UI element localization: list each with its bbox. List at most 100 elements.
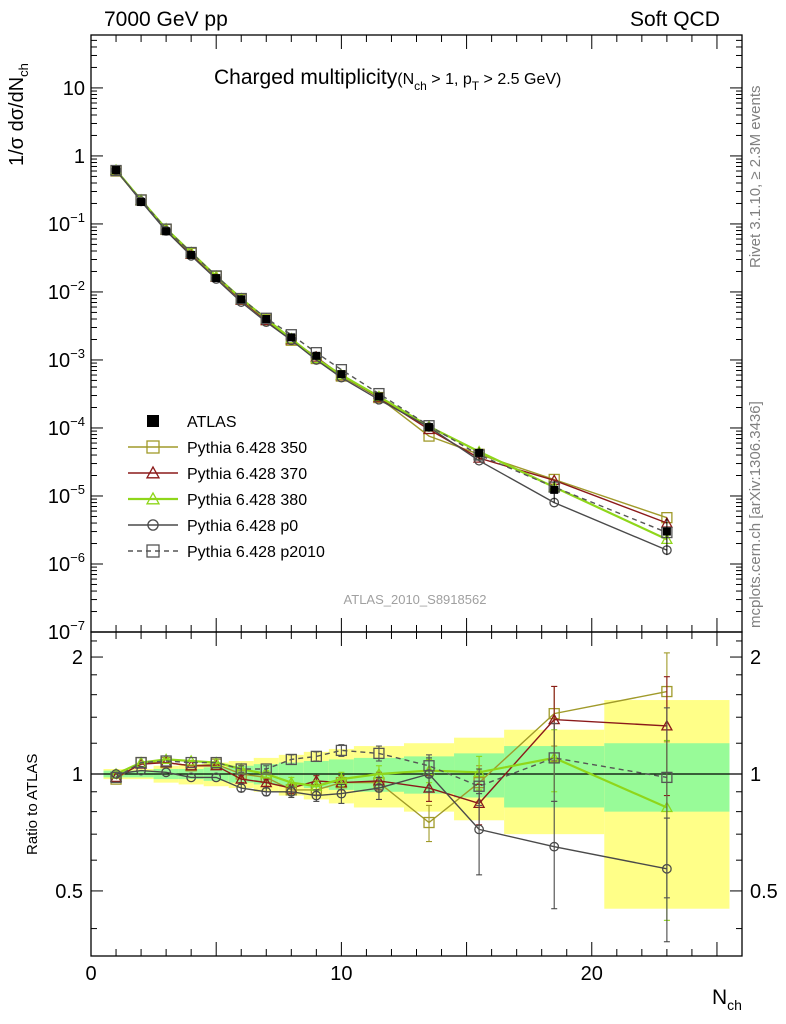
ratio-series-point	[235, 763, 247, 775]
energy-label: 7000 GeV pp	[104, 8, 228, 31]
data-point	[262, 315, 271, 324]
data-point	[287, 333, 296, 342]
main-frame	[90, 34, 743, 633]
ratio-series-point	[210, 756, 222, 769]
ratio-y-tick-label: 1	[72, 764, 83, 786]
legend-marker	[146, 440, 160, 454]
tick-exponent: −6	[70, 550, 85, 565]
ratio-series-point	[111, 769, 121, 779]
tick-exponent: −5	[70, 482, 85, 497]
main-y-tick-label: 10−3	[48, 346, 85, 372]
ratio-y-axis-label: Ratio to ATLAS	[24, 753, 41, 855]
ratio-series-point	[185, 756, 197, 769]
ratio-series-point	[136, 765, 146, 776]
ratio-y-tick-label-right: 0.5	[750, 881, 778, 903]
data-point	[312, 351, 321, 360]
tick-exponent: −3	[70, 346, 85, 361]
tick-base: 10	[48, 282, 70, 304]
tick-base: 10	[48, 554, 70, 576]
ratio-series-point	[661, 771, 673, 784]
data-point	[137, 198, 146, 207]
ratio-series-point	[161, 767, 172, 778]
ratio-series-point	[335, 744, 348, 757]
ratio-series-point	[311, 790, 322, 801]
rivet-version-label: Rivet 3.1.10, ≥ 2.3M events	[747, 85, 764, 269]
ratio-series-point	[286, 786, 297, 797]
legend-label: ATLAS	[187, 414, 237, 431]
legend-label: Pythia 6.428 350	[187, 440, 307, 457]
ratio-series-point	[474, 824, 484, 835]
series-point	[235, 292, 247, 305]
data-point	[475, 448, 484, 457]
data-point	[337, 370, 346, 379]
data-point	[187, 250, 196, 259]
legend-label: Pythia 6.428 380	[187, 492, 307, 509]
process-label: Soft QCD	[630, 8, 720, 31]
ratio-series-point	[260, 776, 273, 788]
ratio-y-tick-label: 2	[72, 647, 83, 669]
analysis-id-label: ATLAS_2010_S8918562	[344, 592, 487, 607]
ratio-series-point	[423, 816, 435, 829]
legend-label: Pythia 6.428 370	[187, 466, 307, 483]
ratio-series-point	[374, 783, 384, 793]
main-y-axis-label: 1/σ dσ/dNch	[6, 63, 31, 166]
ratio-series-point	[336, 788, 347, 799]
data-point	[425, 423, 434, 432]
main-y-tick-label: 10−6	[48, 550, 85, 576]
legend-item: Pythia 6.428 370	[128, 465, 307, 483]
ratio-series-point	[185, 754, 198, 766]
data-point	[162, 227, 171, 236]
tick-base: 10	[63, 78, 85, 100]
legend-label: Pythia 6.428 p2010	[187, 544, 325, 561]
tick-base: 10	[48, 350, 70, 372]
ratio-series-point	[373, 747, 385, 760]
series-line	[115, 169, 668, 541]
main-y-tick-label: 10−5	[48, 482, 85, 508]
legend-marker	[145, 491, 161, 505]
ratio-series-point	[210, 759, 223, 771]
main-y-tick-label: 10−1	[48, 210, 85, 236]
main-y-tick-label: 10	[63, 78, 85, 100]
ratio-series-point	[260, 763, 272, 775]
ratio-series-point	[473, 780, 485, 792]
ratio-uncertainty-bands	[91, 700, 742, 909]
ratio-series-point	[160, 755, 172, 767]
ratio-series-point	[160, 753, 173, 765]
series-point	[260, 312, 272, 324]
ratio-series-point	[135, 756, 147, 769]
legend-marker	[147, 415, 159, 427]
ratio-series-pythia-6.428-p2010	[110, 707, 673, 899]
x-axis-label: Nch	[712, 986, 742, 1013]
ratio-y-tick-label: 0.5	[55, 881, 83, 903]
legend-item: Pythia 6.428 p0	[128, 518, 298, 535]
ratio-panel-series	[109, 652, 673, 943]
tick-base: 10	[48, 418, 70, 440]
ratio-series-point	[211, 772, 222, 783]
tick-exponent: −7	[70, 618, 85, 633]
ratio-series-point	[285, 753, 297, 766]
tick-base: 10	[48, 214, 70, 236]
x-tick-label: 10	[330, 963, 352, 985]
ratio-series-point	[549, 841, 560, 852]
tick-exponent: −4	[70, 414, 85, 429]
legend-item: Pythia 6.428 380	[128, 491, 307, 509]
tick-base: 1	[74, 146, 85, 168]
ratio-series-point	[236, 783, 247, 793]
series-atlas-data	[112, 166, 671, 556]
legend-item: Pythia 6.428 p2010	[128, 544, 325, 561]
main-y-tick-label: 10−4	[48, 414, 85, 440]
x-tick-label: 20	[581, 963, 603, 985]
legend-marker	[146, 544, 160, 558]
legend-item: ATLAS	[147, 414, 237, 431]
main-y-tick-label: 1	[74, 146, 85, 168]
ratio-series-point	[335, 772, 348, 784]
ratio-series-point	[310, 750, 322, 763]
series-point	[110, 164, 122, 177]
data-point	[112, 166, 121, 175]
mcplots-source-label: mcplots.cern.ch [arXiv:1306.3436]	[747, 401, 764, 628]
chart-title: Charged multiplicity(Nch > 1, pT > 2.5 G…	[214, 66, 561, 93]
data-point	[212, 274, 221, 283]
ratio-series-point	[261, 786, 272, 797]
x-tick-label: 0	[85, 963, 96, 985]
